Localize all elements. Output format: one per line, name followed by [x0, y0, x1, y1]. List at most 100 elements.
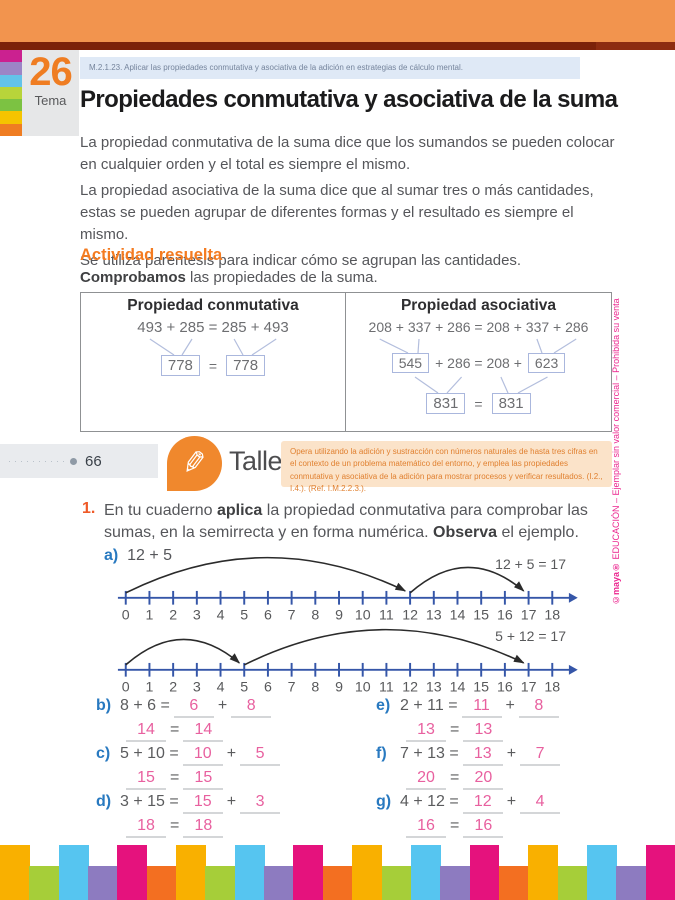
exercise-item: d) 3 + 15 = 15 +3 18 = 18	[96, 790, 376, 838]
item-letter: b)	[96, 697, 112, 714]
footer-bar	[0, 845, 30, 900]
footer-bar	[645, 845, 675, 900]
tema-label: Tema	[34, 93, 67, 108]
commutative-equation: 493 + 285 = 285 + 493	[137, 319, 289, 336]
commutative-title: Propiedad conmutativa	[127, 297, 299, 314]
page-number: 66	[84, 452, 102, 470]
associative-cell: Propiedad asociativa 208 + 337 + 286 = 2…	[346, 293, 611, 431]
sidebar-color-squares	[0, 50, 22, 137]
footer-bar	[322, 866, 353, 900]
svg-text:17: 17	[521, 607, 537, 622]
header-rule	[0, 42, 596, 50]
footer-bar	[557, 866, 588, 900]
number-line-diagram: 0 1 2 3 4 5 6 7 8 9 10 11 12 13 14 15 16 17 18	[117, 628, 578, 695]
svg-text:16: 16	[497, 607, 513, 622]
svg-text:5: 5	[240, 679, 248, 694]
footer-bar	[586, 845, 617, 900]
svg-text:18: 18	[544, 679, 560, 694]
answer-blank: 13	[463, 720, 504, 742]
footer-bar	[498, 866, 529, 900]
footer-bar	[29, 866, 60, 900]
item-given: 8 + 6 =	[120, 697, 170, 714]
answer-blank: 20	[463, 768, 504, 790]
footer-bar	[205, 866, 236, 900]
dotted-leader: ··········	[8, 456, 68, 466]
mid-expression: + 286 = 208 +	[435, 355, 522, 371]
intro-paragraph: Se utiliza paréntesis para indicar cómo …	[80, 252, 522, 269]
item-given: 7 + 13 =	[400, 745, 459, 762]
svg-text:14: 14	[450, 607, 466, 622]
equals-sign: =	[450, 817, 460, 834]
svg-text:9: 9	[335, 679, 343, 694]
item-given: 3 + 15 =	[120, 793, 179, 810]
svg-text:6: 6	[264, 607, 272, 622]
sidebar-color-square	[0, 86, 22, 100]
plus-sign: +	[506, 745, 517, 762]
answer-blank: 16	[406, 816, 446, 838]
svg-text:8: 8	[311, 607, 319, 622]
svg-text:3: 3	[193, 607, 201, 622]
properties-table: Propiedad conmutativa 493 + 285 = 285 + …	[80, 292, 612, 432]
footer-bar	[264, 866, 294, 900]
associative-mid-row: 545 + 286 = 208 + 623	[346, 353, 611, 373]
answer-blank: 15	[182, 792, 223, 814]
answer-blank: 7	[520, 744, 561, 766]
equals-sign: =	[474, 395, 483, 412]
edition-watermark: ©maya® EDUCACIÓN – Ejemplar sin valor co…	[611, 283, 631, 605]
item-given: 5 + 10 =	[120, 745, 179, 762]
svg-text:14: 14	[450, 679, 466, 694]
prompt-bold: aplica	[216, 502, 263, 519]
footer-bar	[469, 845, 500, 900]
answer-blank: 3	[240, 792, 281, 814]
activity-lead-rest: las propiedades de la suma.	[185, 269, 378, 286]
svg-text:17: 17	[521, 679, 537, 694]
svg-text:6: 6	[264, 679, 272, 694]
svg-text:2: 2	[169, 607, 177, 622]
answer-blank: 14	[183, 720, 224, 742]
footer-color-bars	[0, 845, 675, 900]
plus-sign: +	[217, 697, 228, 714]
sidebar-color-square	[0, 123, 22, 137]
svg-text:18: 18	[544, 607, 560, 622]
equals-sign: =	[170, 817, 180, 834]
page-title: Propiedades conmutativa y asociativa de …	[80, 86, 618, 113]
footer-bar	[58, 845, 89, 900]
associative-title: Propiedad asociativa	[400, 297, 557, 314]
activity-lead-bold: Comprobamos	[80, 269, 186, 286]
number-line-2: 5 + 12 = 17 0 1 2 3 4 5 6 7 8 9 10 11 12 13 14 15 16 17 18	[114, 626, 584, 695]
result-box: 778	[160, 355, 200, 376]
watermark-brand: ©maya®	[611, 561, 621, 605]
prompt-text: En tu cuaderno	[104, 502, 217, 519]
answer-blank: 12	[462, 792, 503, 814]
svg-text:7: 7	[288, 679, 296, 694]
number-line-1: 12 + 5 = 17 0 1 2 3 4 5 6 7 8 9 10 11 12 13 14 15 16 17 18	[114, 554, 584, 623]
svg-text:8: 8	[311, 679, 319, 694]
result-box: 778	[226, 355, 266, 376]
svg-text:11: 11	[379, 679, 394, 694]
svg-text:3: 3	[193, 679, 201, 694]
footer-bar	[146, 866, 177, 900]
svg-text:1: 1	[146, 607, 154, 622]
item-letter: c)	[96, 745, 111, 762]
svg-text:15: 15	[473, 607, 489, 622]
sidebar-color-square	[0, 99, 22, 112]
taller-badge: ✎	[167, 436, 222, 491]
number-line-label: 12 + 5 = 17	[495, 556, 566, 572]
plus-sign: +	[506, 793, 517, 810]
answer-blank: 16	[463, 816, 504, 838]
equals-sign: =	[450, 769, 460, 786]
svg-text:10: 10	[355, 607, 371, 622]
svg-text:1: 1	[146, 679, 154, 694]
taller-description-box: Opera utilizando la adición y sustracció…	[281, 441, 612, 493]
exercise-prompt: En tu cuaderno aplica la propiedad conmu…	[104, 500, 618, 544]
footer-bar	[381, 866, 412, 900]
svg-text:16: 16	[497, 679, 513, 694]
answer-blank: 13	[406, 720, 446, 742]
result-box: 545	[391, 353, 430, 373]
standard-code-box: M.2.1.23. Aplicar las propiedades conmut…	[80, 57, 580, 79]
item-letter: f)	[376, 745, 387, 762]
answer-blank: 18	[126, 816, 166, 838]
svg-text:7: 7	[288, 607, 296, 622]
equals-sign: =	[170, 721, 180, 738]
svg-text:10: 10	[355, 679, 371, 694]
